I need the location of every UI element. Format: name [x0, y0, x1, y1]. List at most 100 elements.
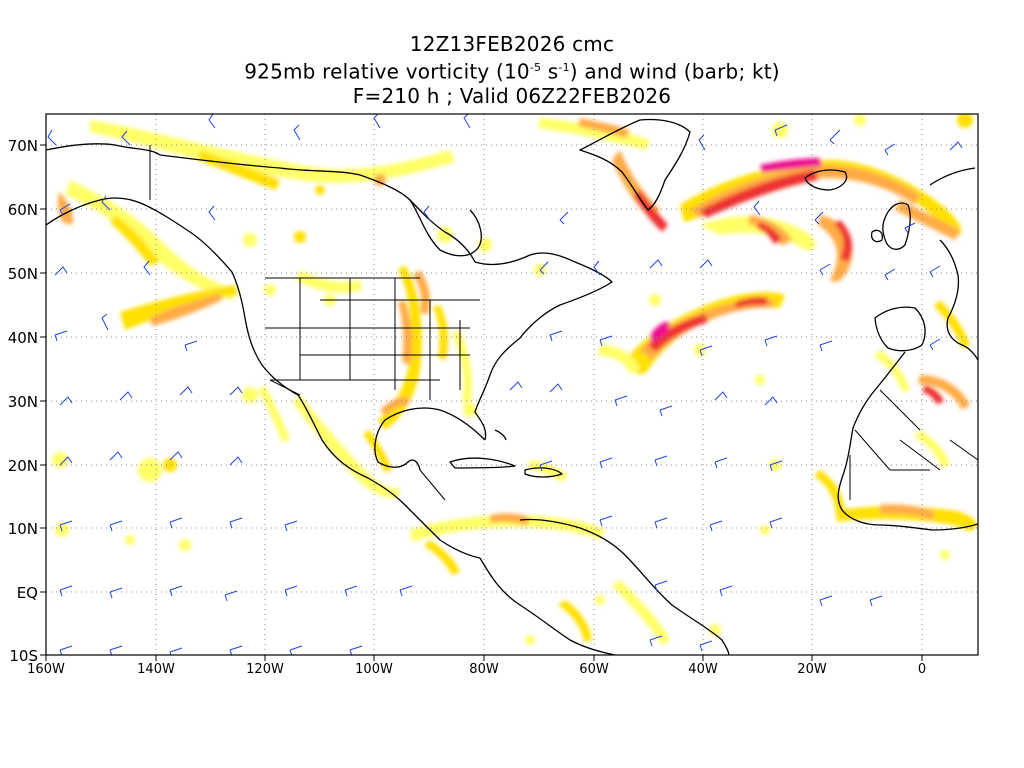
latitude-labels: 70N 60N 50N 40N 30N 20N 10N EQ 10S	[8, 137, 38, 665]
wind-barb-icon	[59, 585, 73, 597]
wind-barb-icon	[884, 268, 896, 281]
wind-barb-icon	[549, 383, 563, 393]
wind-barb-icon	[949, 141, 963, 151]
wind-barb-icon	[774, 124, 788, 137]
wind-barb-icon	[599, 457, 613, 469]
axis-ticks	[40, 144, 923, 661]
wind-barb-icon	[714, 391, 728, 401]
wind-barb-icon	[699, 345, 713, 357]
wind-barb-icon	[654, 580, 668, 592]
lon-label: 120W	[246, 662, 284, 677]
wind-barb-icon	[109, 451, 123, 461]
wind-barb-icon	[699, 259, 713, 269]
wind-barb-icon	[59, 456, 73, 466]
wind-barb-icon	[829, 129, 841, 145]
wind-barb-icon	[819, 595, 833, 607]
lat-label: 40N	[8, 329, 38, 347]
wind-barb-icon	[119, 391, 133, 401]
wind-barb-icon	[929, 265, 941, 278]
lat-label: EQ	[17, 584, 38, 602]
wind-barb-icon	[709, 520, 723, 532]
wind-barb-icon	[208, 114, 216, 129]
wind-barb-icon	[59, 520, 73, 532]
wind-barb-icon	[109, 587, 123, 599]
wind-barb-icon	[109, 520, 123, 532]
wind-barb-icon	[549, 330, 563, 342]
wind-barb-icon	[373, 114, 381, 129]
chart-title-block: 12Z13FEB2026 cmc 925mb relative vorticit…	[0, 32, 1024, 108]
lon-label: 140W	[137, 662, 175, 677]
political-borders	[149, 145, 978, 501]
wind-barb-icon	[753, 200, 761, 216]
wind-barb-icon	[539, 460, 553, 472]
title-variable: 925mb relative vorticity (10-5 s-1) and …	[0, 56, 1024, 84]
wind-barb-icon	[229, 517, 243, 529]
wind-barb-icon	[169, 585, 183, 597]
wind-barb-icon	[293, 124, 301, 141]
wind-barb-icon	[649, 259, 663, 269]
wind-barb-icon	[289, 645, 303, 655]
wind-barb-icon	[208, 205, 216, 221]
wind-barb-icon	[109, 645, 123, 655]
lon-label: 80W	[469, 662, 499, 677]
wind-barb-icon	[719, 585, 733, 597]
lon-label: 100W	[355, 662, 393, 677]
wind-barb-icon	[769, 517, 783, 529]
wind-barb-icon	[54, 330, 68, 342]
wind-barb-icon	[884, 143, 896, 156]
wind-barb-icon	[593, 260, 601, 276]
wind-barb-icon	[169, 647, 183, 655]
wind-barb-icon	[59, 645, 73, 655]
wind-barb-icon	[599, 335, 613, 347]
wind-barb-icon	[229, 386, 243, 396]
lon-label: 20W	[797, 662, 827, 677]
wind-barb-icon	[224, 590, 238, 602]
wind-barb-icon	[59, 396, 73, 406]
wind-barb-icon	[509, 381, 523, 391]
lon-label: 160W	[27, 662, 65, 677]
wind-barb-icon	[599, 515, 613, 527]
wind-barb-icon	[764, 396, 778, 406]
wind-barb-icon	[101, 313, 109, 331]
wind-barb-icon	[59, 203, 71, 216]
wind-barb-icon	[869, 595, 883, 607]
wind-barb-icon	[229, 645, 243, 655]
wind-barb-icon	[169, 451, 183, 461]
wind-barb-icon	[614, 395, 628, 407]
wind-barb-icon	[649, 635, 663, 647]
title-variable-exp1: -5	[529, 61, 542, 74]
wind-barb-icon	[229, 456, 243, 466]
wind-barb-icon	[143, 260, 151, 276]
vorticity-shading	[52, 114, 978, 645]
wind-barb-icon	[714, 457, 728, 469]
lat-label: 30N	[8, 393, 38, 411]
wind-barb-icon	[819, 340, 833, 352]
plot-area	[46, 114, 978, 655]
wind-barb-icon	[764, 335, 778, 347]
wind-barb-icon	[284, 585, 298, 597]
title-variable-exp2: -1	[558, 61, 570, 74]
lon-label: 60W	[579, 662, 609, 677]
wind-barb-icon	[349, 645, 363, 655]
lat-label: 60N	[8, 201, 38, 219]
wind-barb-icon	[769, 460, 783, 472]
title-run: 12Z13FEB2026 cmc	[409, 32, 615, 56]
wind-barbs	[47, 114, 963, 655]
wind-barb-icon	[559, 211, 569, 225]
wind-barb-icon	[184, 340, 198, 352]
lat-lon-grid	[46, 114, 978, 655]
wind-barb-icon	[54, 266, 68, 276]
wind-barb-icon	[399, 585, 413, 597]
title-variable-part1: 925mb relative vorticity (10	[244, 59, 530, 84]
wind-barb-icon	[344, 585, 358, 597]
wind-barb-icon	[463, 114, 471, 129]
title-variable-part2: s	[541, 59, 559, 84]
wind-barb-icon	[654, 455, 668, 467]
lat-label: 10S	[9, 647, 38, 665]
title-valid-time: F=210 h ; Valid 06Z22FEB2026	[352, 83, 672, 108]
wind-barb-icon	[654, 517, 668, 529]
wind-barb-icon	[539, 261, 549, 275]
lat-label: 70N	[8, 137, 38, 155]
wind-barb-icon	[814, 211, 824, 225]
